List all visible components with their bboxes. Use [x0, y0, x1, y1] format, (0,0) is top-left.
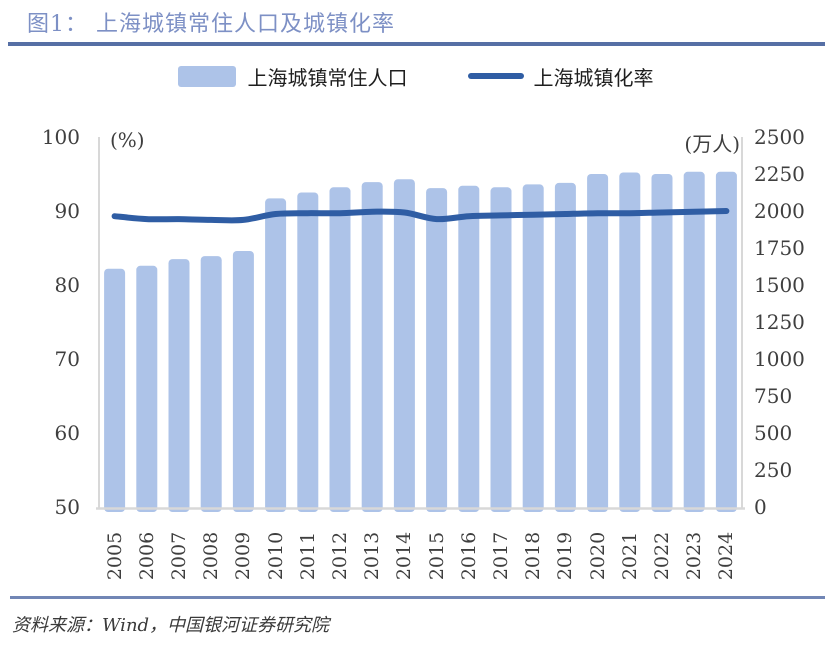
right-axis-tick-250: 250 [754, 458, 793, 482]
left-axis-tick-70: 70 [54, 347, 80, 371]
x-axis-label-2015: 2015 [426, 531, 448, 581]
bar-2011 [297, 192, 319, 512]
x-axis-label-2023: 2023 [683, 531, 705, 581]
bar-2014 [393, 179, 415, 512]
left-axis-tick-90: 90 [54, 199, 80, 223]
right-axis-tick-1000: 1000 [754, 347, 805, 371]
x-axis-label-2007: 2007 [168, 531, 190, 581]
right-axis-tick-1750: 1750 [754, 236, 805, 260]
bar-2019 [554, 182, 576, 512]
bar-2006 [136, 265, 158, 512]
x-axis-label-2019: 2019 [554, 531, 576, 581]
x-axis-label-2008: 2008 [200, 531, 222, 581]
x-axis-label-2009: 2009 [232, 531, 254, 581]
left-axis-tick-80: 80 [54, 273, 80, 297]
bar-2012 [329, 187, 351, 513]
footer-divider-rule [10, 596, 825, 599]
bar-2010 [265, 198, 287, 512]
right-axis-tick-1250: 1250 [754, 310, 805, 334]
x-axis-label-2021: 2021 [619, 531, 641, 581]
legend-line-label: 上海城镇化率 [533, 65, 654, 90]
bar-2021 [619, 172, 641, 512]
bar-2013 [361, 182, 383, 512]
bar-2005 [104, 268, 126, 512]
right-axis-tick-2250: 2250 [754, 162, 805, 186]
bar-2020 [587, 174, 609, 512]
x-axis-label-2010: 2010 [265, 531, 287, 581]
left-axis-unit-label: (%) [110, 128, 145, 152]
x-axis-label-2016: 2016 [458, 531, 480, 581]
bar-2016 [458, 185, 480, 513]
bar-2009 [232, 251, 254, 512]
x-axis-label-2020: 2020 [587, 531, 609, 581]
bar-2023 [683, 171, 705, 513]
x-axis-label-2018: 2018 [522, 531, 544, 581]
x-axis-label-2017: 2017 [490, 531, 512, 581]
left-axis-tick-60: 60 [54, 421, 80, 445]
bar-2008 [200, 256, 222, 512]
bar-2017 [490, 187, 512, 513]
right-axis-unit-label: (万人) [684, 132, 740, 156]
bar-2018 [522, 184, 544, 512]
urbanization-rate-line [111, 208, 730, 224]
figure-title: 图1： 上海城镇常住人口及城镇化率 [27, 12, 395, 37]
bar-2024 [715, 171, 737, 513]
source-text: 资料来源：Wind，中国银河证券研究院 [12, 615, 330, 636]
legend-line-swatch [467, 73, 524, 79]
x-axis-label-2005: 2005 [104, 531, 126, 581]
right-axis-tick-1500: 1500 [754, 273, 805, 297]
right-axis-tick-2000: 2000 [754, 199, 805, 223]
x-axis-label-2013: 2013 [361, 531, 383, 581]
right-axis-tick-500: 500 [754, 421, 793, 445]
x-axis-label-2014: 2014 [393, 531, 415, 581]
bar-2022 [651, 174, 673, 512]
x-axis-label-2012: 2012 [329, 531, 351, 581]
right-axis-tick-0: 0 [754, 495, 767, 519]
legend-bar-swatch [177, 65, 236, 87]
title-divider-rule [8, 42, 825, 46]
right-axis-tick-750: 750 [754, 384, 793, 408]
legend-bar-label: 上海城镇常住人口 [247, 65, 408, 90]
right-axis-tick-2500: 2500 [754, 125, 805, 149]
x-axis-label-2011: 2011 [297, 531, 319, 581]
left-axis-tick-50: 50 [54, 495, 80, 519]
bar-2015 [426, 188, 448, 512]
x-axis-label-2022: 2022 [651, 531, 673, 581]
x-axis-label-2024: 2024 [715, 531, 737, 581]
left-axis-tick-100: 100 [41, 125, 80, 149]
bar-2007 [168, 259, 190, 512]
chart-legend: 上海城镇常住人口 上海城镇化率 [0, 62, 831, 90]
x-axis-label-2006: 2006 [136, 531, 158, 581]
